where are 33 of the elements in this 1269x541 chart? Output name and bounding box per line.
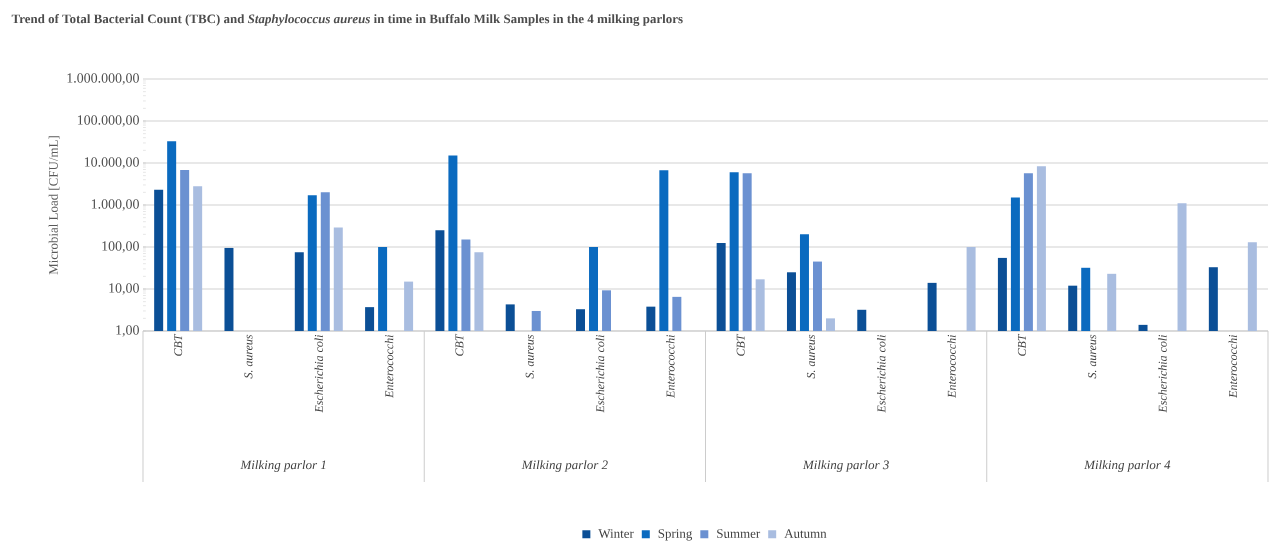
x-tick-label: Enterococchi (947, 334, 956, 398)
x-tick-label: Enterococchi (384, 334, 394, 398)
x-tick-label: CBT (455, 333, 464, 356)
y-tick-label: 1.000,00 (91, 199, 139, 211)
x-tick-label: S. aureus (806, 334, 816, 379)
x-tick-label: S. aureus (1088, 334, 1097, 379)
text: Milking parlor 2 (521, 460, 608, 472)
x-tick-label: Escherichia coli (1158, 334, 1167, 413)
text: Milking parlor 1 (240, 460, 326, 472)
x-tick-label: Escherichia coli (314, 334, 323, 413)
x-tick-label: CBT (174, 333, 183, 356)
x-tick-label: Enterococchi (666, 334, 675, 398)
y-axis-title: Microbial Load [CFU/mL] (48, 136, 60, 275)
y-tick-label: 100,00 (102, 241, 139, 253)
x-tick-label: Escherichia coli (877, 334, 886, 413)
text: Milking parlor 4 (1084, 460, 1171, 472)
x-tick-label: Enterococchi (1228, 334, 1238, 398)
x-tick-label: S. aureus (244, 334, 253, 379)
legend-label: Spring (658, 529, 693, 541)
text: Milking parlor 3 (802, 460, 889, 472)
legend-label: Winter (598, 529, 634, 539)
y-tick-label: 1.000.000,00 (67, 73, 139, 85)
y-tick-label: 1,00 (116, 325, 139, 337)
x-tick-label: S. aureus (525, 334, 534, 379)
y-tick-label: 10,00 (109, 283, 139, 295)
chart-title: Trend of Total Bacterial Count (TBC) and Staphylococcus aureus in time in Buffalo Milk Samples in the 4 milking parlors (11, 14, 683, 26)
legend-label: Summer (717, 529, 761, 538)
x-tick-label: CBT (736, 333, 745, 356)
y-tick-label: 10.000,00 (84, 157, 139, 169)
y-tick-label: 100.000,00 (77, 115, 139, 127)
x-tick-label: CBT (1017, 333, 1026, 356)
x-tick-label: Escherichia coli (595, 334, 605, 413)
legend-label: Autumn (784, 529, 827, 538)
